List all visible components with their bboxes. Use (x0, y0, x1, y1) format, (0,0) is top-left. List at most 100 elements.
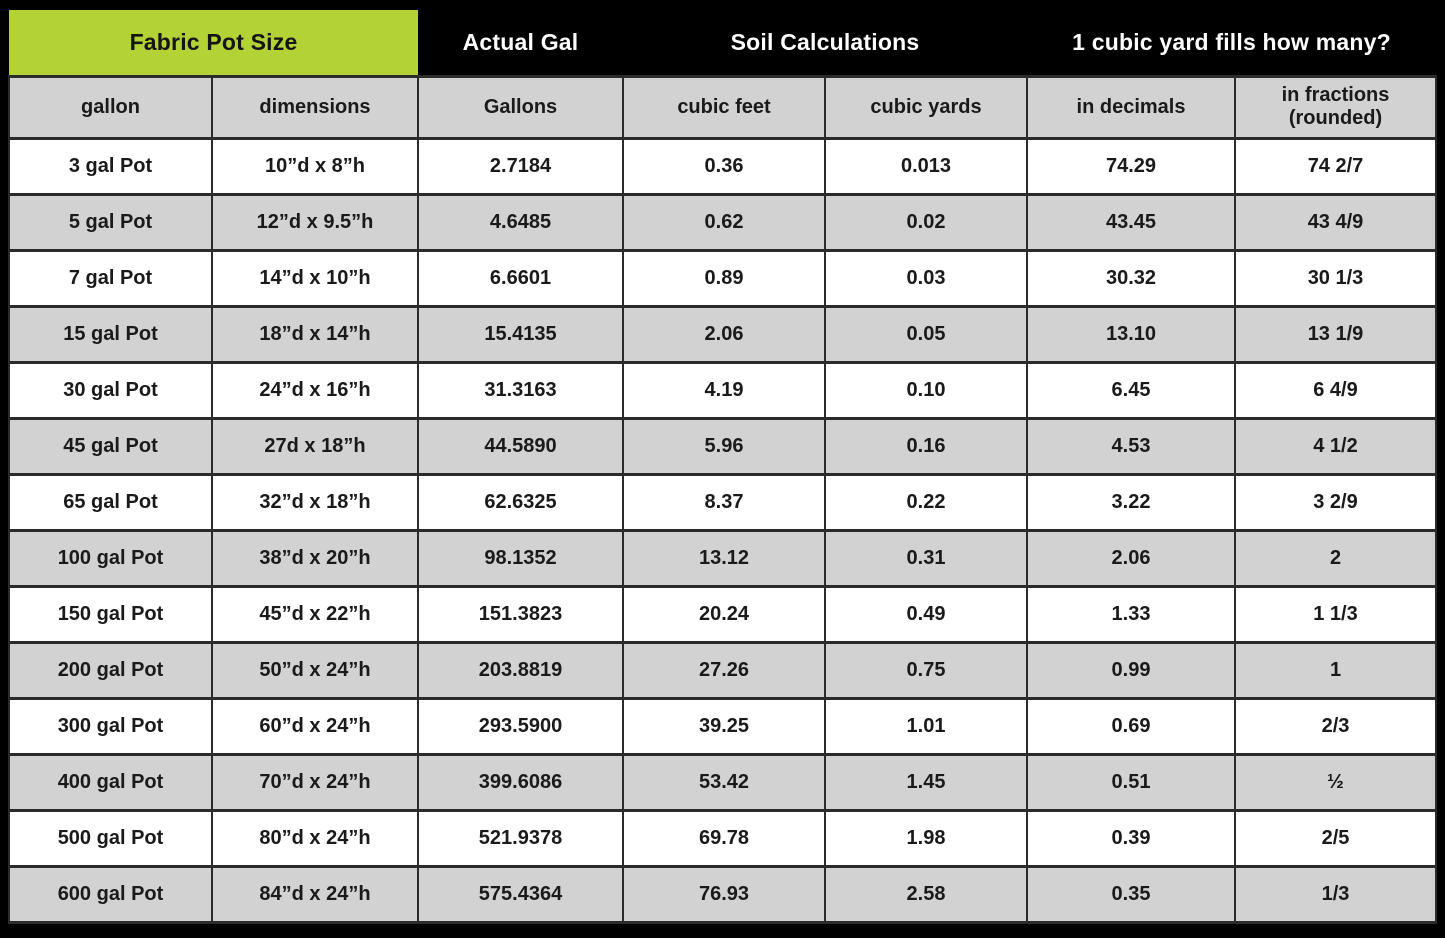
cell-in-fractions: 6 4/9 (1234, 360, 1437, 420)
cell-cubic-feet: 69.78 (622, 808, 826, 868)
table-row: 30 gal Pot 24”d x 16”h 31.3163 4.19 0.10 6.45… (8, 360, 1437, 420)
cell-cubic-feet: 53.42 (622, 752, 826, 812)
table-row: 3 gal Pot 10”d x 8”h 2.7184 0.36 0.013 74.29 7… (8, 136, 1437, 196)
col-header-in-fractions-line2: (rounded) (1288, 107, 1383, 129)
cell-gallons: 203.8819 (417, 640, 624, 700)
cell-gallons: 98.1352 (417, 528, 624, 588)
column-header-row: gallon dimensions Gallons cubic feet cub… (8, 74, 1437, 140)
cell-dimensions: 38”d x 20”h (211, 528, 419, 588)
banner-actual-gal: Actual Gal (418, 10, 623, 76)
cell-in-fractions: 4 1/2 (1234, 416, 1437, 476)
banner-cubic-yard-fills: 1 cubic yard fills how many? (1027, 10, 1436, 76)
cell-dimensions: 12”d x 9.5”h (211, 192, 419, 252)
cell-in-fractions: 3 2/9 (1234, 472, 1437, 532)
cell-dimensions: 32”d x 18”h (211, 472, 419, 532)
table-row: 400 gal Pot 70”d x 24”h 399.6086 53.42 1.45 0… (8, 752, 1437, 812)
cell-cubic-feet: 76.93 (622, 864, 826, 925)
cell-in-decimals: 0.35 (1026, 864, 1236, 925)
col-header-in-fractions: in fractions (rounded) (1234, 74, 1437, 140)
cell-gallons: 521.9378 (417, 808, 624, 868)
table-row: 100 gal Pot 38”d x 20”h 98.1352 13.12 0.31 2.… (8, 528, 1437, 588)
cell-dimensions: 10”d x 8”h (211, 136, 419, 196)
cell-in-decimals: 30.32 (1026, 248, 1236, 308)
banner-soil-calculations: Soil Calculations (623, 10, 1027, 76)
cell-cubic-feet: 0.36 (622, 136, 826, 196)
cell-cubic-feet: 0.62 (622, 192, 826, 252)
cell-gallon: 3 gal Pot (8, 136, 213, 196)
cell-cubic-feet: 20.24 (622, 584, 826, 644)
cell-dimensions: 27d x 18”h (211, 416, 419, 476)
cell-gallons: 575.4364 (417, 864, 624, 925)
cell-in-fractions: 2/5 (1234, 808, 1437, 868)
table-row: 600 gal Pot 84”d x 24”h 575.4364 76.93 2.58 0… (8, 864, 1437, 925)
col-header-dimensions: dimensions (211, 74, 419, 140)
col-header-cubic-feet: cubic feet (622, 74, 826, 140)
cell-gallons: 15.4135 (417, 304, 624, 364)
cell-gallons: 399.6086 (417, 752, 624, 812)
cell-in-fractions: 74 2/7 (1234, 136, 1437, 196)
cell-in-fractions: 1 1/3 (1234, 584, 1437, 644)
cell-cubic-yards: 0.03 (824, 248, 1028, 308)
cell-cubic-feet: 5.96 (622, 416, 826, 476)
cell-cubic-yards: 0.31 (824, 528, 1028, 588)
cell-gallon: 45 gal Pot (8, 416, 213, 476)
table-row: 300 gal Pot 60”d x 24”h 293.5900 39.25 1.01 0… (8, 696, 1437, 756)
table-row: 200 gal Pot 50”d x 24”h 203.8819 27.26 0.75 0… (8, 640, 1437, 700)
cell-cubic-yards: 2.58 (824, 864, 1028, 925)
cell-gallons: 2.7184 (417, 136, 624, 196)
cell-cubic-yards: 1.98 (824, 808, 1028, 868)
cell-gallon: 7 gal Pot (8, 248, 213, 308)
banner-row: Fabric Pot Size Actual Gal Soil Calculat… (9, 10, 1436, 76)
cell-cubic-yards: 0.22 (824, 472, 1028, 532)
cell-cubic-feet: 27.26 (622, 640, 826, 700)
table-row: 15 gal Pot 18”d x 14”h 15.4135 2.06 0.05 13.1… (8, 304, 1437, 364)
cell-cubic-yards: 0.05 (824, 304, 1028, 364)
cell-gallon: 600 gal Pot (8, 864, 213, 925)
cell-gallon: 300 gal Pot (8, 696, 213, 756)
cell-cubic-feet: 39.25 (622, 696, 826, 756)
cell-cubic-feet: 2.06 (622, 304, 826, 364)
cell-cubic-yards: 0.49 (824, 584, 1028, 644)
cell-dimensions: 70”d x 24”h (211, 752, 419, 812)
cell-in-decimals: 0.51 (1026, 752, 1236, 812)
cell-cubic-yards: 1.45 (824, 752, 1028, 812)
cell-gallon: 400 gal Pot (8, 752, 213, 812)
cell-dimensions: 84”d x 24”h (211, 864, 419, 925)
table-row: 45 gal Pot 27d x 18”h 44.5890 5.96 0.16 4.53 4… (8, 416, 1437, 476)
cell-in-decimals: 6.45 (1026, 360, 1236, 420)
cell-cubic-yards: 0.02 (824, 192, 1028, 252)
col-header-gallon: gallon (8, 74, 213, 140)
cell-in-fractions: 1 (1234, 640, 1437, 700)
cell-gallons: 4.6485 (417, 192, 624, 252)
cell-gallon: 65 gal Pot (8, 472, 213, 532)
cell-cubic-feet: 4.19 (622, 360, 826, 420)
cell-cubic-yards: 0.013 (824, 136, 1028, 196)
cell-cubic-yards: 0.75 (824, 640, 1028, 700)
cell-in-fractions: 13 1/9 (1234, 304, 1437, 364)
cell-gallon: 200 gal Pot (8, 640, 213, 700)
cell-in-decimals: 43.45 (1026, 192, 1236, 252)
cell-gallons: 6.6601 (417, 248, 624, 308)
cell-cubic-yards: 1.01 (824, 696, 1028, 756)
cell-in-fractions: 43 4/9 (1234, 192, 1437, 252)
cell-dimensions: 50”d x 24”h (211, 640, 419, 700)
cell-gallon: 30 gal Pot (8, 360, 213, 420)
cell-gallon: 500 gal Pot (8, 808, 213, 868)
cell-in-fractions: 30 1/3 (1234, 248, 1437, 308)
col-header-gallons: Gallons (417, 74, 624, 140)
table-row: 7 gal Pot 14”d x 10”h 6.6601 0.89 0.03 30.32 3… (8, 248, 1437, 308)
col-header-in-fractions-line1: in fractions (1281, 84, 1390, 106)
cell-gallon: 15 gal Pot (8, 304, 213, 364)
cell-cubic-feet: 0.89 (622, 248, 826, 308)
cell-cubic-feet: 13.12 (622, 528, 826, 588)
cell-in-decimals: 13.10 (1026, 304, 1236, 364)
cell-dimensions: 60”d x 24”h (211, 696, 419, 756)
cell-in-decimals: 0.99 (1026, 640, 1236, 700)
cell-in-fractions: 2 (1234, 528, 1437, 588)
table-row: 500 gal Pot 80”d x 24”h 521.9378 69.78 1.98 0… (8, 808, 1437, 868)
cell-dimensions: 24”d x 16”h (211, 360, 419, 420)
pot-size-table: Fabric Pot Size Actual Gal Soil Calculat… (8, 10, 1437, 925)
cell-dimensions: 14”d x 10”h (211, 248, 419, 308)
col-header-cubic-yards: cubic yards (824, 74, 1028, 140)
cell-in-decimals: 0.39 (1026, 808, 1236, 868)
